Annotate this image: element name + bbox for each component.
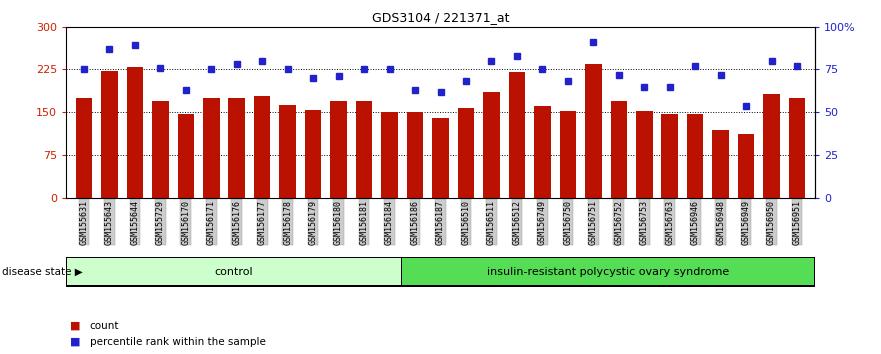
Bar — [177, 114, 194, 198]
Text: ■: ■ — [70, 337, 81, 347]
Bar — [127, 67, 143, 198]
Text: count: count — [90, 321, 119, 331]
Bar — [713, 130, 729, 198]
Bar — [407, 113, 423, 198]
Bar — [279, 105, 296, 198]
Bar — [101, 71, 118, 198]
Bar — [381, 113, 398, 198]
Bar — [585, 64, 602, 198]
Bar — [330, 101, 347, 198]
Bar — [559, 111, 576, 198]
Bar — [483, 92, 500, 198]
Title: GDS3104 / 221371_at: GDS3104 / 221371_at — [372, 11, 509, 24]
Bar — [458, 108, 474, 198]
Bar — [788, 98, 805, 198]
Bar — [687, 114, 704, 198]
Text: insulin-resistant polycystic ovary syndrome: insulin-resistant polycystic ovary syndr… — [487, 267, 729, 277]
Bar — [76, 98, 93, 198]
Bar — [356, 101, 373, 198]
Bar — [611, 101, 627, 198]
Bar — [433, 118, 448, 198]
Bar — [534, 105, 551, 198]
Bar — [738, 133, 754, 198]
Text: percentile rank within the sample: percentile rank within the sample — [90, 337, 266, 347]
Bar — [403, 258, 814, 285]
Bar — [67, 258, 401, 285]
Bar — [152, 101, 168, 198]
Bar — [203, 98, 219, 198]
Bar — [508, 72, 525, 198]
Text: ■: ■ — [70, 321, 81, 331]
Bar — [636, 111, 653, 198]
Bar — [305, 109, 322, 198]
Bar — [763, 93, 780, 198]
Bar — [228, 98, 245, 198]
Bar — [662, 114, 678, 198]
Text: control: control — [215, 267, 253, 277]
Text: disease state ▶: disease state ▶ — [2, 267, 83, 277]
Bar — [254, 96, 270, 198]
